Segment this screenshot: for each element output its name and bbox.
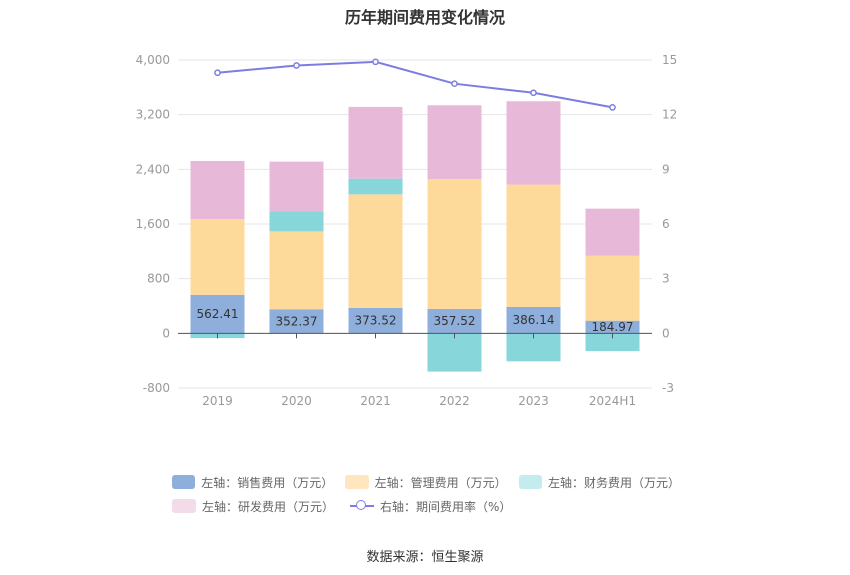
rate-polyline (217, 60, 613, 109)
legend-label-rd: 左轴：研发费用（万元） (202, 499, 335, 514)
axes: -800 0 800 1,600 2,400 3,200 4,000 -3 0 3 6 9 12 15 20… (136, 53, 678, 408)
right-tick-label: 6 (662, 217, 670, 231)
bar-segment (269, 231, 324, 310)
left-tick-label: 2,400 (136, 162, 170, 176)
bar-segment (269, 309, 324, 334)
legend-item-finance[interactable]: 左轴：财务费用（万元） (518, 474, 680, 491)
rate-point (530, 89, 537, 97)
data-label-sales: 562.41 (197, 307, 239, 321)
chart-svg: -800 0 800 1,600 2,400 3,200 4,000 -3 0 3 6 9 12 15 20… (136, 53, 678, 408)
left-tick-label: 800 (147, 272, 170, 286)
bar-segment (585, 208, 640, 256)
data-label-sales: 352.37 (276, 314, 318, 328)
bar-segment (506, 184, 561, 307)
legend-item-sales[interactable]: 左轴：销售费用（万元） (172, 474, 334, 491)
right-tick-label: 0 (662, 326, 670, 340)
legend-item-admin[interactable]: 左轴：管理费用（万元） (345, 474, 507, 491)
bar-segment (506, 101, 561, 185)
bars (190, 101, 640, 372)
left-tick-label: 0 (162, 326, 170, 340)
right-tick-label: 12 (662, 108, 677, 122)
right-tick-label: 15 (662, 53, 677, 67)
data-label-sales: 373.52 (355, 314, 397, 328)
left-tick-label: 4,000 (136, 53, 170, 67)
left-tick-label: 1,600 (136, 217, 170, 231)
chart-title: 历年期间费用变化情况 (344, 8, 505, 27)
legend-item-rate[interactable]: 右轴：期间费用率（%） (350, 498, 511, 515)
bar-segment (269, 211, 324, 232)
right-tick-label: -3 (662, 381, 674, 395)
rate-line (214, 58, 616, 111)
right-tick-label: 3 (662, 272, 670, 286)
bar-segment (269, 161, 324, 212)
legend-label-admin: 左轴：管理费用（万元） (374, 475, 507, 490)
bar-segment (427, 308, 482, 334)
rate-point (451, 80, 458, 88)
x-tick-label: 2020 (281, 394, 312, 408)
x-tick-label: 2019 (202, 394, 233, 408)
bar-segment (190, 160, 245, 220)
bar-segment (348, 106, 403, 179)
bar-segment (348, 194, 403, 308)
legend-row-2: 左轴：研发费用（万元） 右轴：期间费用率（%） (172, 496, 692, 516)
data-label-sales: 386.14 (513, 313, 555, 327)
bar-segment (190, 294, 245, 334)
grid-lines (178, 59, 652, 389)
bar-segment (506, 306, 561, 334)
legend-swatch-admin (345, 475, 369, 489)
rate-point (214, 69, 221, 77)
rate-point (609, 104, 616, 111)
x-tick-label: 2024H1 (589, 394, 636, 408)
bar-segment (585, 320, 640, 334)
legend-swatch-rate (350, 499, 375, 513)
data-label-sales: 357.52 (434, 314, 476, 328)
bar-segment (427, 179, 482, 309)
right-tick-label: 9 (662, 162, 670, 176)
bar-segment (427, 105, 482, 180)
rate-point (293, 62, 300, 69)
data-label-sales: 184.97 (592, 320, 634, 334)
bar-segment (427, 333, 482, 372)
legend-item-rd[interactable]: 左轴：研发费用（万元） (172, 498, 334, 515)
bar-segment (190, 219, 245, 295)
data-source: 数据来源：恒生聚源 (366, 550, 484, 565)
legend: 左轴：销售费用（万元） 左轴：管理费用（万元） 左轴：财务费用（万元） 左轴：研… (172, 472, 692, 520)
bar-segment (348, 178, 403, 195)
legend-label-rate: 右轴：期间费用率（%） (380, 499, 512, 514)
bar-segment (585, 255, 640, 321)
data-labels: 562.41 352.37 373.52 357.52 386.14 184.97 (197, 307, 634, 334)
x-tick-label: 2023 (518, 394, 549, 408)
legend-swatch-sales (172, 475, 196, 489)
bar-segment (585, 333, 640, 352)
rate-point (372, 58, 379, 66)
left-tick-label: 3,200 (136, 108, 170, 122)
x-tick-label: 2022 (439, 394, 470, 408)
left-tick-label: -800 (143, 381, 170, 395)
legend-label-sales: 左轴：销售费用（万元） (201, 475, 334, 490)
bar-segment (348, 307, 403, 334)
legend-label-finance: 左轴：财务费用（万元） (547, 475, 680, 490)
legend-row-1: 左轴：销售费用（万元） 左轴：管理费用（万元） 左轴：财务费用（万元） (172, 472, 692, 492)
legend-swatch-finance (518, 475, 542, 489)
legend-swatch-rd (172, 499, 196, 513)
x-tick-label: 2021 (360, 394, 391, 408)
